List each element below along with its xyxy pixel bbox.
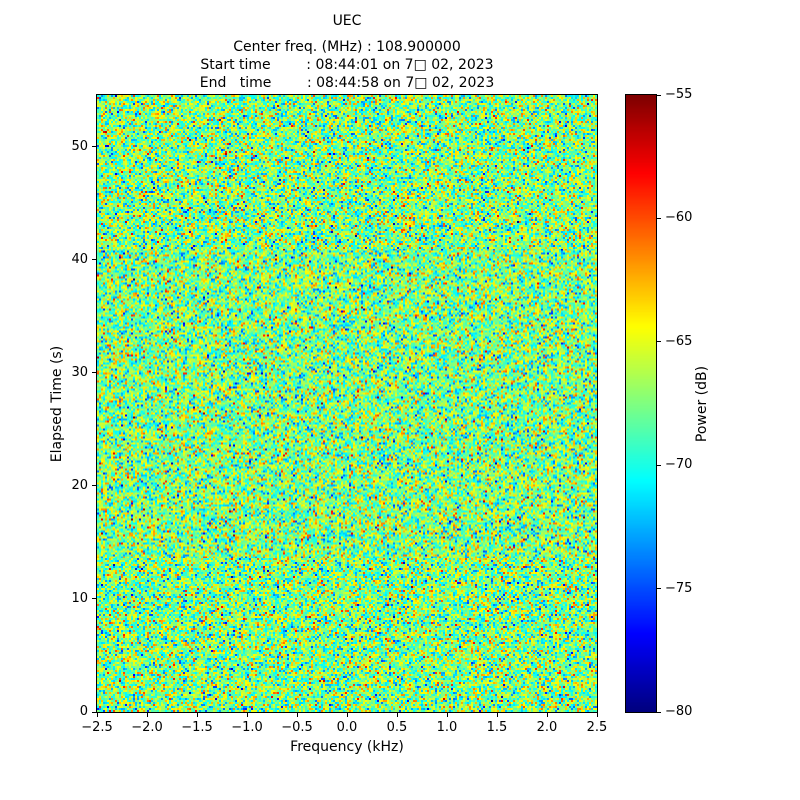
colorbar-tick-mark bbox=[657, 341, 661, 343]
x-tick-mark bbox=[496, 713, 498, 717]
colorbar-tick-label: −75 bbox=[665, 580, 693, 596]
chart-title: UEC bbox=[332, 13, 362, 29]
y-tick-mark bbox=[92, 372, 96, 374]
colorbar-tick-label: −70 bbox=[665, 457, 693, 473]
y-tick-label: 20 bbox=[71, 477, 88, 493]
x-tick-mark bbox=[446, 713, 448, 717]
colorbar-tick-mark bbox=[657, 94, 661, 96]
y-axis-label: Elapsed Time (s) bbox=[49, 345, 65, 463]
x-axis-label: Frequency (kHz) bbox=[290, 739, 404, 755]
colorbar-gradient bbox=[626, 95, 656, 712]
y-tick-mark bbox=[92, 146, 96, 148]
colorbar-tick-label: −55 bbox=[665, 87, 693, 102]
x-tick-mark bbox=[96, 713, 98, 717]
y-tick-mark bbox=[92, 711, 96, 713]
x-tick-label: −1.5 bbox=[181, 720, 213, 735]
colorbar-label: Power (dB) bbox=[694, 365, 710, 443]
start-time-line: Start time : 08:44:01 on 7□ 02, 2023 bbox=[200, 57, 494, 73]
colorbar-tick-label: −65 bbox=[665, 333, 693, 349]
colorbar-tick-mark bbox=[657, 464, 661, 466]
colorbar-tick-mark bbox=[657, 588, 661, 590]
x-tick-label: −2.0 bbox=[131, 720, 163, 735]
x-tick-mark bbox=[246, 713, 248, 717]
colorbar-tick-mark bbox=[657, 711, 661, 713]
colorbar-tick-mark bbox=[657, 217, 661, 219]
y-tick-label: 50 bbox=[71, 138, 88, 154]
y-tick-label: 0 bbox=[79, 704, 88, 719]
colorbar-tick-label: −60 bbox=[665, 210, 693, 226]
y-tick-mark bbox=[92, 259, 96, 261]
colorbar bbox=[625, 94, 657, 713]
y-tick-label: 40 bbox=[71, 251, 88, 267]
x-tick-mark bbox=[196, 713, 198, 717]
plot-area bbox=[96, 94, 598, 713]
end-time-line: End time : 08:44:58 on 7□ 02, 2023 bbox=[199, 75, 495, 91]
y-tick-mark bbox=[92, 485, 96, 487]
x-tick-mark bbox=[396, 713, 398, 717]
x-tick-mark bbox=[546, 713, 548, 717]
x-tick-label: −0.5 bbox=[281, 720, 313, 735]
x-tick-label: 2.5 bbox=[586, 720, 608, 735]
y-tick-label: 30 bbox=[71, 364, 88, 380]
x-tick-label: 0.5 bbox=[386, 720, 408, 735]
spectrogram-heatmap bbox=[97, 95, 597, 712]
x-tick-label: 0.0 bbox=[336, 720, 358, 735]
x-tick-label: 1.5 bbox=[486, 720, 508, 735]
y-tick-label: 10 bbox=[71, 590, 88, 606]
colorbar-tick-label: −80 bbox=[665, 704, 693, 719]
center-freq-line: Center freq. (MHz) : 108.900000 bbox=[233, 39, 461, 55]
x-tick-label: −1.0 bbox=[231, 720, 263, 735]
x-tick-mark bbox=[296, 713, 298, 717]
x-tick-mark bbox=[346, 713, 348, 717]
x-tick-mark bbox=[146, 713, 148, 717]
x-tick-label: −2.5 bbox=[81, 720, 113, 735]
y-tick-mark bbox=[92, 598, 96, 600]
x-tick-mark bbox=[596, 713, 598, 717]
x-tick-label: 1.0 bbox=[436, 720, 458, 735]
x-tick-label: 2.0 bbox=[536, 720, 558, 735]
